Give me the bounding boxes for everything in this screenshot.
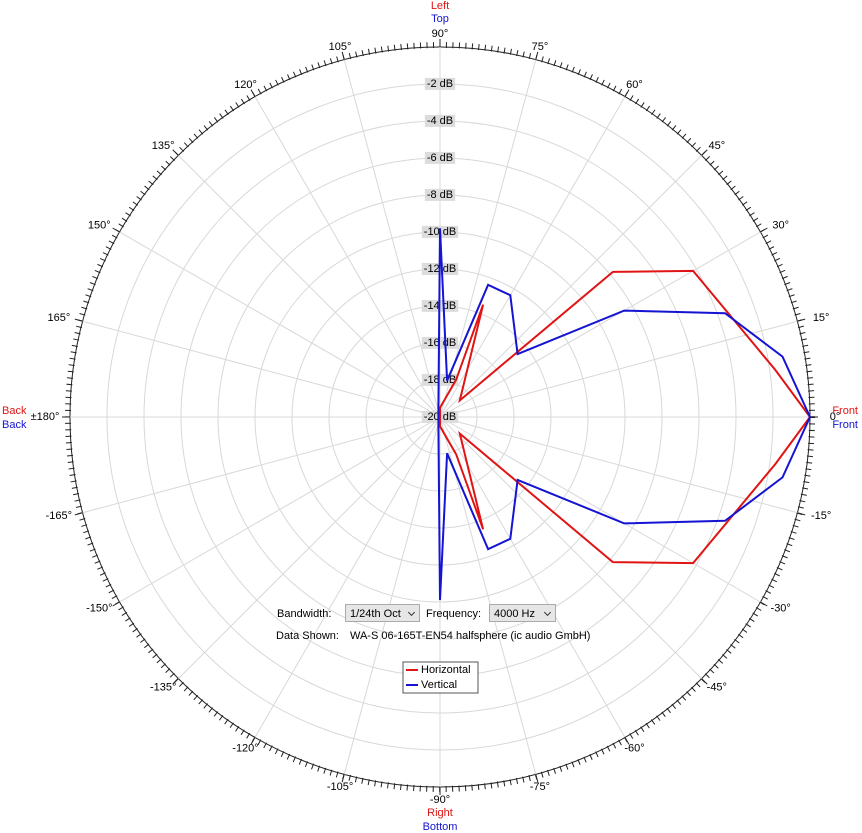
r-tick-label: -2 dB bbox=[427, 78, 453, 90]
theta-tick-label: 120° bbox=[234, 79, 257, 91]
direction-label: Front bbox=[832, 405, 858, 417]
theta-tick bbox=[250, 89, 256, 97]
grid-spoke bbox=[119, 231, 441, 418]
grid-spoke bbox=[439, 416, 702, 679]
direction-label: Back bbox=[2, 419, 27, 431]
grid-spoke bbox=[178, 155, 441, 418]
grid-spoke bbox=[439, 96, 626, 418]
direction-label: Top bbox=[431, 13, 449, 25]
r-tick-label-bg bbox=[421, 336, 459, 349]
theta-tick-label: 135° bbox=[152, 140, 175, 152]
frequency-select[interactable]: 4000 Hz bbox=[489, 604, 556, 622]
theta-tick bbox=[74, 318, 83, 322]
r-tick-label-bg bbox=[424, 77, 456, 90]
r-tick-label: -4 dB bbox=[427, 115, 453, 127]
theta-tick-label: -165° bbox=[46, 510, 72, 522]
r-tick-label: -16 dB bbox=[424, 337, 456, 349]
theta-tick-label: ±180° bbox=[31, 411, 60, 423]
direction-label: Left bbox=[431, 0, 449, 12]
series-line bbox=[439, 269, 812, 565]
theta-tick bbox=[172, 678, 179, 685]
theta-tick-label: 45° bbox=[709, 140, 726, 152]
grid-spoke bbox=[119, 416, 441, 603]
theta-tick-label: -45° bbox=[707, 682, 727, 694]
grid-spoke bbox=[439, 416, 537, 775]
theta-tick-label: 60° bbox=[626, 79, 643, 91]
theta-tick-label: 30° bbox=[772, 219, 789, 231]
data-shown-label: Data Shown: bbox=[276, 630, 339, 642]
grid-spoke bbox=[254, 416, 441, 738]
theta-tick-label: 150° bbox=[88, 219, 111, 231]
grid-spoke bbox=[439, 59, 537, 418]
legend-label: Vertical bbox=[421, 679, 457, 691]
theta-tick-label: -75° bbox=[530, 781, 550, 793]
theta-tick bbox=[535, 51, 539, 60]
series-line bbox=[437, 228, 812, 601]
theta-tick bbox=[112, 601, 120, 607]
bandwidth-label: Bandwidth: bbox=[277, 608, 332, 620]
grid-spoke bbox=[82, 320, 441, 418]
theta-tick-label: 90° bbox=[432, 28, 449, 40]
r-tick-label: -6 dB bbox=[427, 152, 453, 164]
theta-tick-label: -60° bbox=[624, 743, 644, 755]
bandwidth-select[interactable]: 1/24th Oct bbox=[345, 604, 420, 622]
legend-box bbox=[402, 661, 479, 694]
theta-tick bbox=[172, 149, 179, 156]
theta-tick bbox=[701, 678, 708, 685]
theta-tick bbox=[341, 51, 345, 60]
theta-tick-label: 165° bbox=[47, 312, 70, 324]
direction-label: Right bbox=[427, 807, 453, 819]
theta-tick bbox=[535, 774, 539, 783]
theta-tick-label: -135° bbox=[150, 682, 176, 694]
theta-tick bbox=[701, 149, 708, 156]
theta-tick bbox=[760, 227, 768, 233]
direction-label: Back bbox=[2, 405, 27, 417]
theta-tick bbox=[797, 318, 806, 322]
r-tick-label-bg bbox=[424, 188, 456, 201]
theta-tick-label: -120° bbox=[232, 743, 258, 755]
data-shown-value: WA-S 06-165T-EN54 halfsphere (ic audio G… bbox=[350, 630, 591, 642]
theta-tick bbox=[624, 89, 630, 97]
direction-label: Front bbox=[832, 419, 858, 431]
grid-spoke bbox=[439, 416, 798, 514]
grid-spoke bbox=[82, 416, 441, 514]
theta-tick bbox=[760, 601, 768, 607]
grid-spoke bbox=[254, 96, 441, 418]
theta-tick-label: -105° bbox=[327, 781, 353, 793]
direction-label: Bottom bbox=[423, 821, 458, 833]
r-tick-label: -18 dB bbox=[424, 374, 456, 386]
theta-tick-label: -90° bbox=[430, 794, 450, 806]
theta-tick-label: -15° bbox=[811, 510, 831, 522]
theta-tick bbox=[797, 512, 806, 516]
frequency-label: Frequency: bbox=[426, 608, 482, 620]
grid-spoke bbox=[343, 416, 441, 775]
r-tick-label-bg bbox=[424, 151, 456, 164]
theta-tick bbox=[341, 774, 345, 783]
theta-tick-label: 15° bbox=[813, 312, 830, 324]
theta-tick-label: 75° bbox=[532, 41, 549, 53]
theta-tick bbox=[74, 512, 83, 516]
grid-spoke bbox=[439, 320, 798, 418]
grid-spoke bbox=[439, 155, 702, 418]
grid-spoke bbox=[439, 231, 761, 418]
theta-tick-label: 105° bbox=[329, 41, 352, 53]
grid-spoke bbox=[439, 416, 761, 603]
theta-tick-label: -150° bbox=[86, 602, 112, 614]
theta-tick-label: 0° bbox=[830, 411, 841, 423]
theta-tick bbox=[112, 227, 120, 233]
grid-spoke bbox=[178, 416, 441, 679]
grid-spoke bbox=[439, 416, 626, 738]
theta-tick-label: -30° bbox=[771, 602, 791, 614]
legend-label: Horizontal bbox=[421, 664, 471, 676]
grid-spoke bbox=[343, 59, 441, 418]
r-tick-label-bg bbox=[424, 114, 456, 127]
theta-tick bbox=[624, 737, 630, 745]
r-tick-label: -8 dB bbox=[427, 189, 453, 201]
theta-tick bbox=[250, 737, 256, 745]
